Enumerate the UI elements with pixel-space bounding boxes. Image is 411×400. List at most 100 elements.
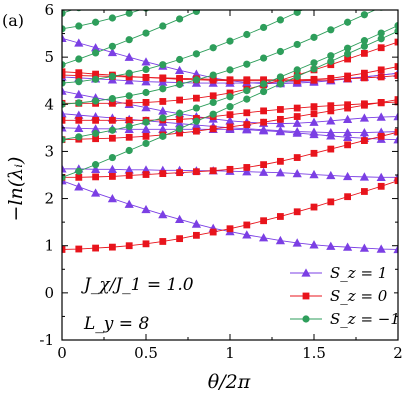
data-point	[92, 173, 99, 181]
data-point	[75, 78, 83, 86]
data-point	[91, 43, 101, 52]
data-point	[62, 164, 67, 173]
data-point	[175, 214, 185, 223]
data-point	[62, 68, 66, 76]
data-point	[361, 137, 368, 144]
data-point	[92, 18, 100, 26]
data-point	[226, 77, 234, 85]
data-point	[360, 37, 368, 45]
data-point	[309, 169, 319, 179]
data-point	[62, 86, 67, 95]
data-point	[344, 101, 351, 109]
legend-background	[284, 260, 394, 334]
data-point	[176, 15, 184, 23]
data-point	[141, 57, 151, 66]
data-point	[159, 132, 167, 140]
data-point	[393, 135, 398, 144]
data-point	[109, 173, 116, 180]
data-point	[92, 129, 100, 138]
data-point	[359, 243, 369, 252]
y-axis-title: −ln(λᵢ)	[5, 157, 27, 222]
data-point	[293, 40, 301, 49]
data-point	[377, 44, 385, 52]
data-point	[260, 118, 267, 126]
data-point	[276, 16, 284, 24]
data-point	[310, 76, 318, 84]
data-point	[377, 99, 385, 107]
x-tick-label: 2	[393, 344, 403, 362]
data-point	[159, 170, 167, 177]
data-point	[92, 49, 100, 57]
data-point	[377, 66, 385, 74]
data-point	[327, 107, 335, 115]
data-point	[260, 161, 267, 169]
data-point	[360, 42, 368, 50]
data-point	[159, 61, 167, 69]
data-point	[276, 47, 284, 56]
data-point	[276, 73, 284, 81]
data-point	[193, 231, 200, 239]
data-point	[125, 69, 133, 77]
data-point	[360, 11, 368, 19]
data-point	[259, 233, 269, 242]
y-tick-label: 2	[44, 190, 54, 208]
data-point	[377, 182, 385, 190]
data-point	[277, 157, 284, 165]
data-point	[209, 71, 217, 79]
data-point	[75, 22, 83, 30]
series-layer	[62, 0, 398, 254]
data-point	[125, 146, 133, 155]
data-point	[344, 141, 351, 149]
legend-label: S_z = 1	[330, 264, 387, 282]
series-3-curve-5	[62, 10, 201, 66]
data-point	[343, 132, 353, 141]
data-point	[260, 23, 268, 32]
data-point	[142, 99, 150, 106]
data-point	[242, 167, 252, 176]
data-point	[310, 33, 318, 41]
data-point	[176, 55, 184, 64]
data-point	[92, 0, 99, 5]
x-tick-label: 0.5	[134, 344, 158, 362]
data-point	[125, 172, 133, 179]
data-point	[92, 70, 99, 78]
data-point	[92, 75, 100, 83]
data-point	[159, 114, 167, 122]
data-point	[260, 80, 268, 88]
y-tick-label: 6	[44, 1, 54, 19]
y-tick-label: 4	[44, 95, 54, 113]
data-point	[91, 124, 101, 133]
data-point	[394, 63, 398, 70]
data-point	[108, 126, 116, 134]
legend: S_z = 1 S_z = 0 S_z = −1	[284, 260, 400, 334]
data-point	[226, 89, 234, 97]
data-point	[292, 118, 302, 127]
legend-marker	[302, 315, 310, 323]
data-point	[124, 165, 134, 174]
data-point	[142, 29, 150, 37]
data-point	[327, 145, 335, 153]
data-point	[92, 244, 99, 252]
data-point	[226, 225, 234, 233]
y-tick-label: 3	[44, 142, 54, 160]
data-point	[159, 0, 166, 7]
y-tick-label: -1	[39, 331, 54, 349]
annotation-width: L_y = 8	[83, 314, 149, 334]
data-point	[210, 0, 217, 7]
data-point	[242, 230, 252, 239]
data-point	[62, 116, 66, 124]
data-point	[361, 69, 368, 77]
data-point	[327, 198, 335, 206]
x-tick-label: 1.5	[302, 344, 326, 362]
data-point	[343, 114, 353, 124]
legend-label: S_z = −1	[330, 310, 400, 328]
data-point	[74, 89, 84, 99]
data-point	[377, 29, 385, 37]
data-point	[209, 228, 217, 236]
data-point	[310, 103, 318, 111]
data-point	[192, 50, 200, 58]
data-point	[108, 42, 116, 50]
data-point	[293, 77, 301, 85]
data-point	[75, 133, 83, 141]
data-point	[377, 132, 385, 140]
